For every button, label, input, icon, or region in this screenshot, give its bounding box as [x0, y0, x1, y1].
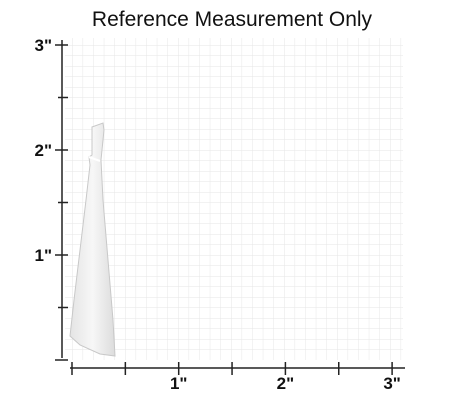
y-label: 1"	[34, 246, 52, 265]
tool-highlight	[88, 156, 101, 162]
y-label: 2"	[34, 141, 52, 160]
x-label: 3"	[383, 374, 401, 393]
x-label: 1"	[170, 374, 188, 393]
x-label: 2"	[277, 374, 295, 393]
ruler-ticks: 3" 2" 1" 1" 2" 3"	[34, 36, 400, 393]
y-label: 3"	[34, 36, 52, 55]
title: Reference Measurement Only	[92, 8, 373, 31]
grid	[65, 38, 403, 360]
tool-silhouette	[69, 122, 116, 357]
